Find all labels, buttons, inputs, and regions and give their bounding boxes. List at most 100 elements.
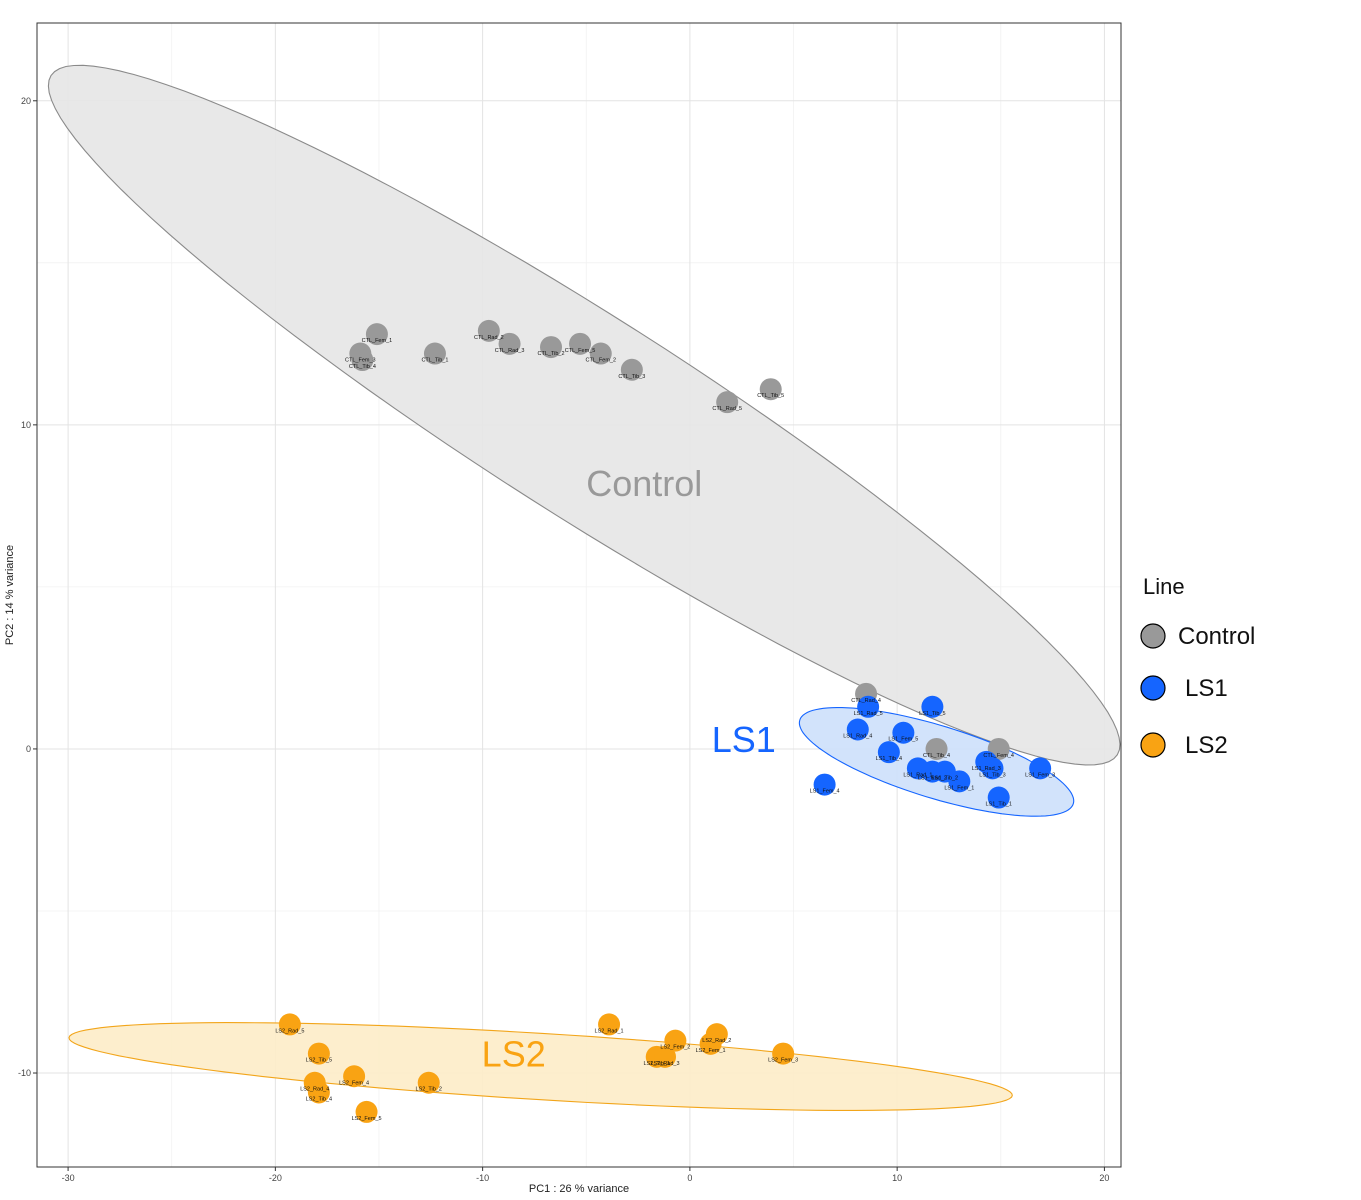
point-ls1-rad-4 — [846, 718, 869, 741]
point-label-ls2-tib-1: LS2_Tib_1 — [644, 1061, 670, 1067]
data-points — [278, 319, 1052, 1123]
point-ctl-fem-1 — [365, 323, 388, 346]
point-ctl-fem-5 — [569, 332, 592, 355]
point-ls2-rad-3 — [654, 1045, 677, 1068]
point-ctl-tib-2 — [540, 336, 563, 359]
point-ls1-rad-5 — [857, 695, 880, 718]
point-ls1-tib-3 — [981, 757, 1004, 780]
point-label-ls2-tib-5: LS2_Tib_5 — [306, 1058, 332, 1064]
legend: Line Control LS1 LS2 — [1140, 574, 1255, 759]
x-tick-label: -10 — [476, 1173, 489, 1183]
point-ctl-tib-5 — [759, 378, 782, 401]
point-label-ls1-rad-3: LS1_Rad_3 — [972, 766, 1001, 772]
point-label-ctl-fem-5: CTL_Fem_5 — [565, 348, 596, 354]
point-label-ls1-fem-5: LS1_Fem_5 — [888, 737, 918, 743]
point-ls1-fem-5 — [892, 721, 915, 744]
point-label-ls2-fem-1: LS2_Fem_1 — [696, 1048, 726, 1054]
point-label-ls2-rad-1: LS2_Rad_1 — [595, 1028, 624, 1034]
point-label-ls2-fem-3: LS2_Fem_3 — [768, 1058, 798, 1064]
x-tick-label: 10 — [892, 1173, 902, 1183]
point-label-ls1-tib-1: LS1_Tib_1 — [986, 802, 1012, 808]
point-ls1-fem-3 — [1029, 757, 1052, 780]
point-ls2-fem-4 — [343, 1065, 366, 1088]
point-label-ctl-tib-2: CTL_Tib_2 — [538, 351, 565, 357]
group-label-ls1: LS1 — [712, 719, 776, 760]
group-label-ls2: LS2 — [482, 1034, 546, 1075]
point-label-ls2-rad-5: LS2_Rad_5 — [275, 1028, 304, 1034]
point-ctl-tib-1 — [423, 342, 446, 365]
legend-label-control: Control — [1178, 623, 1255, 650]
point-label-ls1-tib-4: LS1_Tib_4 — [876, 756, 902, 762]
point-ls2-rad-5 — [278, 1013, 301, 1036]
legend-key-ls2 — [1140, 732, 1166, 758]
legend-key-control — [1140, 623, 1166, 649]
point-ls1-fem-1 — [948, 770, 971, 793]
point-label-ls1-tib-3: LS1_Tib_3 — [979, 772, 1005, 778]
point-label-ls1-tib-2: LS1_Tib_2 — [932, 776, 958, 782]
x-tick-label: -30 — [62, 1173, 75, 1183]
point-ctl-rad-5 — [716, 391, 739, 414]
point-label-ls1-fem-1: LS1_Fem_1 — [944, 785, 974, 791]
point-label-ls2-tib-4: LS2_Tib_4 — [306, 1096, 332, 1102]
y-tick-label: 10 — [21, 420, 31, 430]
y-tick-label: -10 — [18, 1068, 31, 1078]
point-ctl-tib-4 — [925, 737, 948, 760]
point-label-ctl-fem-2: CTL_Fem_2 — [585, 358, 616, 364]
point-ctl-tib-3 — [620, 358, 643, 381]
plot-panel-border — [36, 22, 1122, 1168]
point-label-ls2-fem-4: LS2_Fem_4 — [339, 1080, 369, 1086]
x-tick-label: 0 — [687, 1173, 692, 1183]
x-axis-title: PC1 : 26 % variance — [529, 1183, 629, 1195]
point-label-ls1-fem-4: LS1_Fem_4 — [810, 789, 840, 795]
point-label-ctl-fem-1: CTL_Fem_1 — [362, 338, 393, 344]
point-label-ctl-tib-4: CTL_Tib_4 — [349, 364, 376, 370]
point-ctl-fem-2 — [589, 342, 612, 365]
legend-label-ls1: LS1 — [1185, 675, 1228, 702]
point-label-ctl-fem-3: CTL_Fem_3 — [345, 358, 376, 364]
x-tick-label: -20 — [269, 1173, 282, 1183]
point-label-ctl-fem-4: CTL_Fem_4 — [983, 753, 1014, 759]
point-ls2-fem-3 — [772, 1042, 795, 1065]
ellipse-control — [47, 64, 1121, 766]
point-label-ls2-tib-2: LS2_Tib_2 — [416, 1087, 442, 1093]
point-label-ls1-rad-1: LS1_Rad_1 — [903, 772, 932, 778]
x-tick-label: 20 — [1099, 1173, 1109, 1183]
point-label-ctl-rad-5: CTL_Rad_5 — [712, 406, 742, 412]
legend-key-ls1 — [1140, 675, 1166, 701]
point-ls2-tib-2 — [417, 1071, 440, 1094]
point-label-ls2-rad-3: LS2_Rad_3 — [650, 1061, 679, 1067]
point-label-ls2-fem-5: LS2_Fem_5 — [352, 1116, 382, 1122]
point-label-ls2-fem-2: LS2_Fem_2 — [660, 1045, 690, 1051]
point-label-ls1-rad-4: LS1_Rad_4 — [843, 733, 872, 739]
point-label-ls2-rad-2: LS2_Rad_2 — [702, 1038, 731, 1044]
y-axis-title: PC2 : 14 % variance — [4, 545, 16, 645]
point-ctl-rad-2 — [477, 319, 500, 342]
point-label-ctl-tib-1: CTL_Tib_1 — [421, 358, 448, 364]
point-ls2-tib-4 — [307, 1081, 330, 1104]
point-label-ls1-rad-2: LS1_Rad_2 — [918, 776, 947, 782]
point-ls2-rad-1 — [598, 1013, 621, 1036]
point-ls1-fem-4 — [813, 773, 836, 796]
y-tick-label: 20 — [21, 96, 31, 106]
y-tick-label: 0 — [26, 744, 31, 754]
point-ls2-fem-1 — [699, 1032, 722, 1055]
group-label-control: Control — [586, 463, 702, 504]
point-label-ls1-rad-5: LS1_Rad_5 — [854, 711, 883, 717]
point-ls2-tib-5 — [307, 1042, 330, 1065]
point-label-ls2-rad-4: LS2_Rad_4 — [300, 1087, 329, 1093]
group-labels: Control LS1 LS2 — [482, 463, 776, 1074]
axis-ticks: -30 -20 -10 0 10 20 -10 0 10 20 — [18, 96, 1109, 1183]
point-ls2-fem-5 — [355, 1100, 378, 1123]
point-label-ctl-rad-3: CTL_Rad_3 — [495, 348, 525, 354]
point-ls1-tib-4 — [877, 741, 900, 764]
point-label-ctl-tib-4: CTL_Tib_4 — [923, 753, 950, 759]
point-label-ctl-tib-3: CTL_Tib_3 — [618, 374, 645, 380]
point-ctl-tib-4 — [351, 349, 374, 372]
point-ls1-tib-5 — [921, 695, 944, 718]
point-label-ls1-fem-3: LS1_Fem_3 — [1025, 772, 1055, 778]
point-ls1-tib-1 — [987, 786, 1010, 809]
point-ls2-fem-2 — [664, 1029, 687, 1052]
point-ctl-rad-3 — [498, 332, 521, 355]
point-label-ctl-tib-5: CTL_Tib_5 — [757, 393, 784, 399]
